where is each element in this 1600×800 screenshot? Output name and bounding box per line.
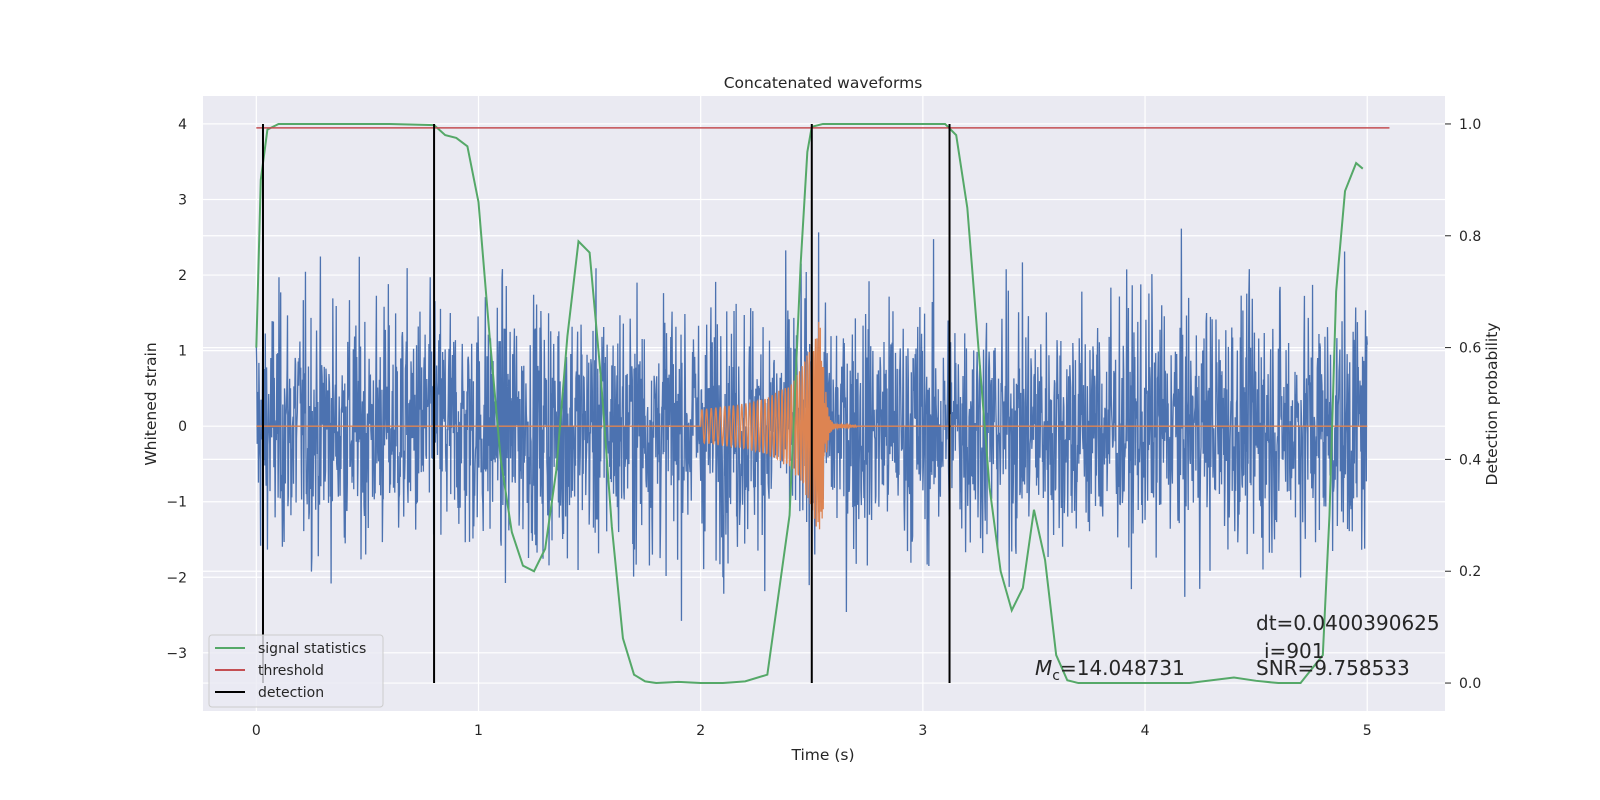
x-axis-label: Time (s) <box>790 746 854 764</box>
legend-label-signal-statistics: signal statistics <box>258 641 366 657</box>
y-tick-label: 4 <box>178 117 187 133</box>
y2-tick-label: 0.8 <box>1459 229 1481 245</box>
legend-label-threshold: threshold <box>258 663 324 679</box>
legend-box <box>208 634 384 708</box>
y2-tick-label: 0.2 <box>1459 564 1481 580</box>
y-tick-label: −1 <box>166 495 187 511</box>
y-tick-label: −2 <box>166 570 187 586</box>
axis-ticks: 0 1 2 3 4 5 4 3 2 1 0 −1 −2 −3 1.0 0.8 0.6 0.4 0.2 0.0 <box>166 117 1481 739</box>
y2-tick-label: 0.6 <box>1459 341 1481 357</box>
x-tick-label: 2 <box>696 723 705 739</box>
annotation-mc: Mc=14.048731 <box>1035 656 1185 684</box>
x-tick-label: 5 <box>1363 723 1372 739</box>
y-tick-label: 0 <box>178 419 187 435</box>
annotation-mc-subscript: c <box>1052 668 1060 684</box>
probability-series <box>255 122 1390 685</box>
y-tick-label: −3 <box>166 646 187 662</box>
x-tick-label: 1 <box>474 723 483 739</box>
y2-tick-label: 0.0 <box>1459 676 1481 692</box>
x-tick-label: 3 <box>918 723 927 739</box>
legend: signal statistics threshold detection <box>208 634 384 708</box>
y-tick-label: 1 <box>178 344 187 360</box>
y2-tick-label: 1.0 <box>1459 117 1481 133</box>
y-tick-label: 2 <box>178 268 187 284</box>
legend-label-detection: detection <box>258 685 324 701</box>
annotation-mc-symbol: M <box>1035 656 1052 680</box>
annotation-i: i=901 <box>1264 639 1325 663</box>
x-tick-label: 4 <box>1141 723 1150 739</box>
y-axis-label: Whitened strain <box>142 342 160 465</box>
chart-title: Concatenated waveforms <box>724 74 923 92</box>
annotation-mc-value: =14.048731 <box>1060 656 1185 680</box>
signal-statistics-line <box>255 122 1364 685</box>
y2-axis-label: Detection probability <box>1483 323 1501 486</box>
x-tick-label: 0 <box>252 723 261 739</box>
y2-tick-label: 0.4 <box>1459 452 1481 468</box>
annotation-dt: dt=0.0400390625 <box>1256 611 1440 635</box>
y-tick-label: 3 <box>178 193 187 209</box>
annotation-snr: SNR=9.758533 <box>1256 656 1410 680</box>
